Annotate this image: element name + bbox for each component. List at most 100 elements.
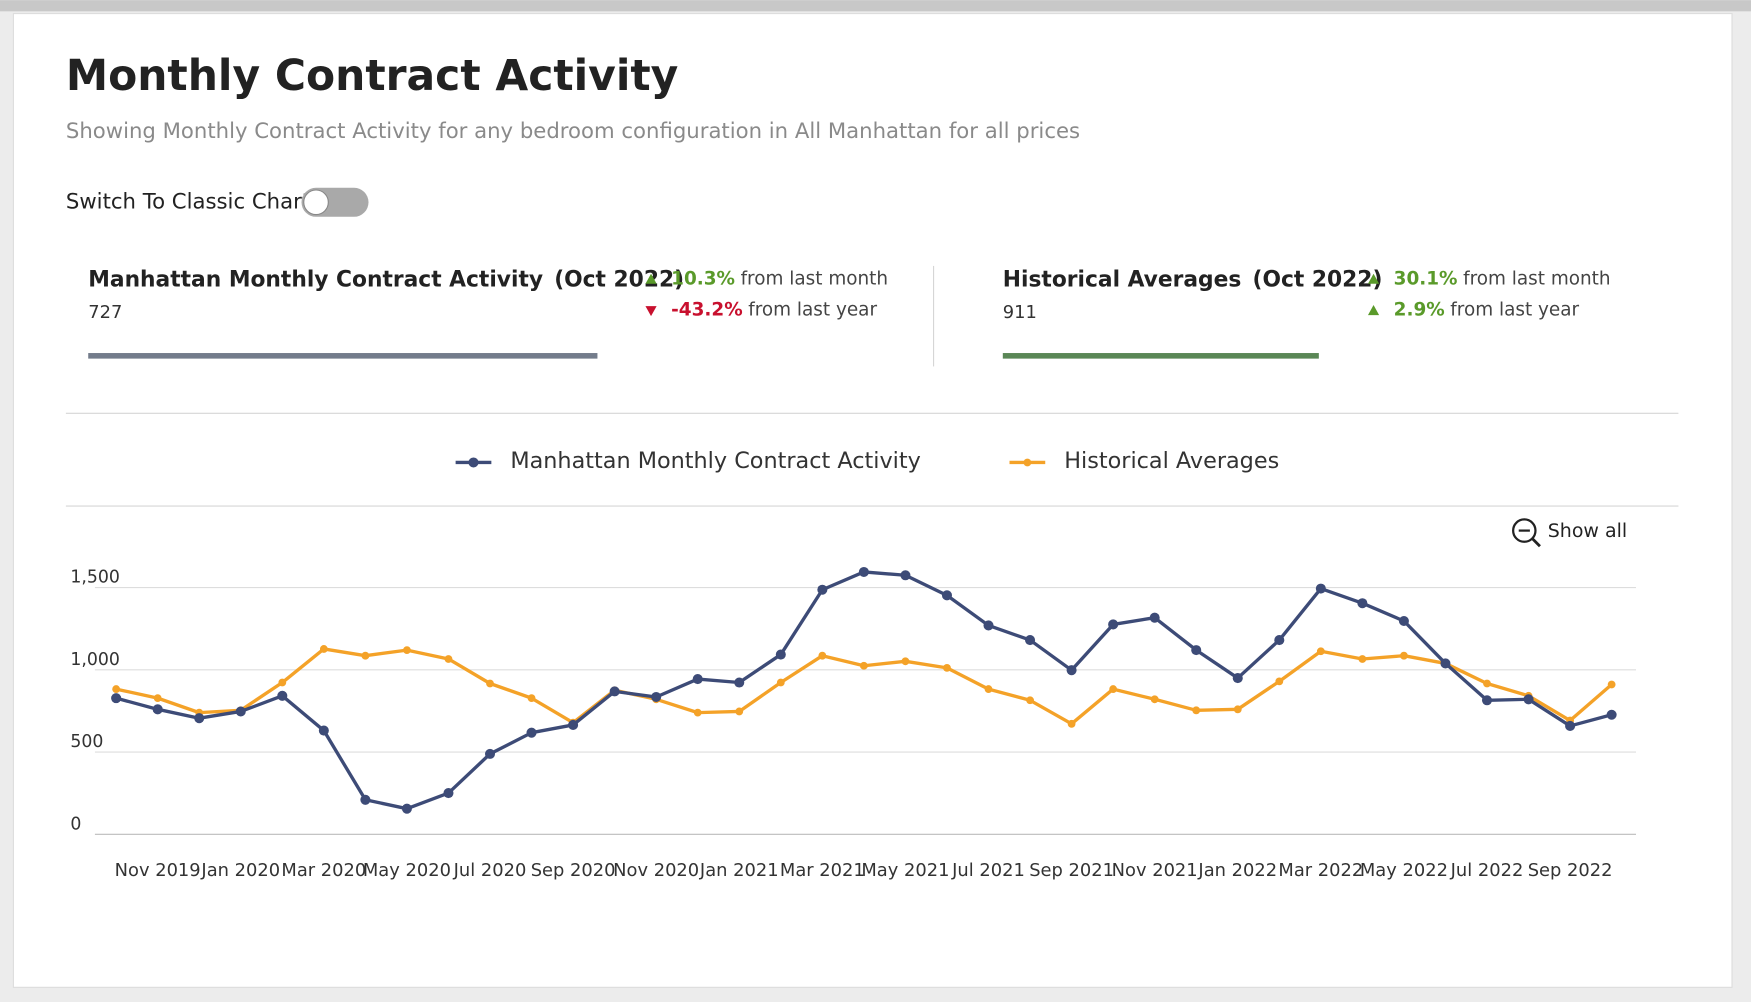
data-point <box>1398 615 1409 627</box>
x-tick-label: Sep 2021 <box>1029 860 1114 881</box>
change-amount: -43.2% <box>671 300 743 321</box>
toggle-label: Switch To Classic Chart: <box>66 189 317 214</box>
data-point <box>277 690 288 701</box>
zoom-icon[interactable] <box>1531 537 1541 548</box>
data-point <box>235 706 246 717</box>
x-tick-label: May 2021 <box>861 860 949 881</box>
x-tick-label: Nov 2019 <box>115 860 201 881</box>
data-point <box>734 677 745 688</box>
data-point <box>943 663 951 672</box>
x-tick-label: Sep 2020 <box>531 860 616 881</box>
legend-label: Manhattan Monthly Contract Activity <box>510 448 921 474</box>
change-arrow <box>645 273 657 284</box>
y-tick-label: 1,000 <box>70 650 120 670</box>
card-name: Historical Averages (Oct 2022) <box>1003 267 1383 292</box>
subtitle: Showing Monthly Contract Activity for an… <box>66 119 1080 144</box>
data-point <box>983 620 994 631</box>
data-point <box>1275 677 1284 686</box>
data-point <box>194 713 205 724</box>
data-point <box>1150 695 1159 704</box>
data-point <box>486 679 494 688</box>
data-point <box>112 685 121 694</box>
data-point <box>1400 651 1408 660</box>
legend-label: Historical Averages <box>1064 448 1279 474</box>
data-point <box>526 727 537 738</box>
card-series: Manhattan Monthly Contract Activity <box>88 267 543 292</box>
y-tick-label: 500 <box>70 732 103 752</box>
change: 2.9% from last year <box>1394 300 1580 321</box>
data-point <box>1316 647 1325 656</box>
data-point <box>1108 619 1119 630</box>
change-amount: 30.1% <box>1394 268 1458 289</box>
data-point <box>941 590 952 601</box>
data-point <box>1192 706 1201 715</box>
x-tick-label: Nov 2020 <box>613 860 699 881</box>
data-point <box>1026 696 1034 705</box>
data-point <box>1149 612 1160 623</box>
data-point <box>278 678 287 687</box>
card-value: 727 <box>88 302 122 323</box>
x-tick-label: May 2022 <box>1360 860 1448 881</box>
data-point <box>568 719 579 730</box>
change-text: from last year <box>748 300 877 321</box>
data-point <box>1483 679 1491 688</box>
data-point <box>817 584 828 595</box>
data-point <box>360 794 371 805</box>
y-tick-label: 0 <box>70 814 81 834</box>
data-point <box>651 691 662 703</box>
x-tick-label: Jul 2022 <box>1450 860 1524 881</box>
card <box>12 12 1733 988</box>
x-tick-label: May 2020 <box>363 860 451 881</box>
data-point <box>153 694 162 703</box>
x-tick-label: Mar 2021 <box>780 860 865 881</box>
data-point <box>484 748 496 759</box>
data-point <box>527 694 536 703</box>
x-tick-label: Nov 2021 <box>1112 860 1198 881</box>
change-text: from last month <box>741 268 888 289</box>
data-point <box>1274 635 1285 646</box>
change: 30.1% from last month <box>1394 268 1611 289</box>
legend-dot <box>468 457 479 468</box>
change-arrow <box>645 306 657 317</box>
data-point <box>984 685 993 694</box>
data-point <box>859 661 868 670</box>
data-point <box>1315 583 1326 594</box>
change-amount: 2.9% <box>1394 300 1445 321</box>
change: -43.2% from last year <box>671 300 877 321</box>
x-tick-label: Jul 2021 <box>951 860 1025 881</box>
data-point <box>692 674 703 685</box>
data-point <box>1233 705 1242 714</box>
data-point <box>318 725 329 736</box>
x-tick-label: Mar 2022 <box>1278 860 1363 881</box>
data-point <box>1191 645 1202 656</box>
change: 10.3% from last month <box>671 268 888 289</box>
data-point <box>401 803 412 814</box>
data-point <box>1481 695 1493 706</box>
data-point <box>361 651 370 660</box>
data-point <box>1606 709 1617 720</box>
show-all[interactable]: Show all <box>1548 520 1627 542</box>
data-point <box>858 566 869 577</box>
data-point <box>403 646 411 655</box>
change-amount: 10.3% <box>671 268 735 289</box>
top-bar <box>0 0 1751 12</box>
legend-dot <box>1023 458 1032 467</box>
data-point <box>1565 720 1576 731</box>
change-arrow <box>1367 273 1380 284</box>
data-point <box>1066 665 1077 676</box>
show-all-button[interactable]: Show all <box>1512 518 1627 548</box>
data-point <box>693 708 702 717</box>
x-tick-label: Jan 2022 <box>1197 860 1277 881</box>
change-text: from last year <box>1450 300 1579 321</box>
change-text: from last month <box>1463 268 1610 289</box>
x-tick-label: Mar 2020 <box>281 860 366 881</box>
data-point <box>900 570 911 581</box>
toggle[interactable] <box>301 187 369 217</box>
zoom-icon[interactable] <box>1512 518 1537 543</box>
x-tick-label: Jul 2020 <box>453 860 527 881</box>
x-tick-label: Jan 2021 <box>699 860 779 881</box>
toggle-knob[interactable] <box>303 189 329 216</box>
card-value: 911 <box>1003 302 1037 323</box>
data-point <box>775 649 786 660</box>
x-tick-label: Jan 2020 <box>200 860 280 881</box>
